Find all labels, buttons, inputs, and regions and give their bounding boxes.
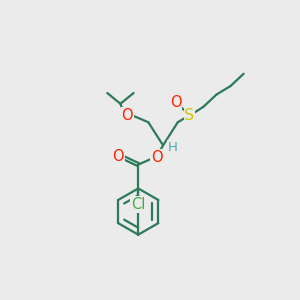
Text: O: O [112, 149, 124, 164]
Text: H: H [167, 141, 177, 154]
Text: O: O [151, 150, 163, 165]
Text: O: O [122, 108, 133, 123]
Text: Cl: Cl [131, 197, 146, 212]
Text: S: S [184, 108, 194, 123]
Text: O: O [169, 95, 181, 110]
